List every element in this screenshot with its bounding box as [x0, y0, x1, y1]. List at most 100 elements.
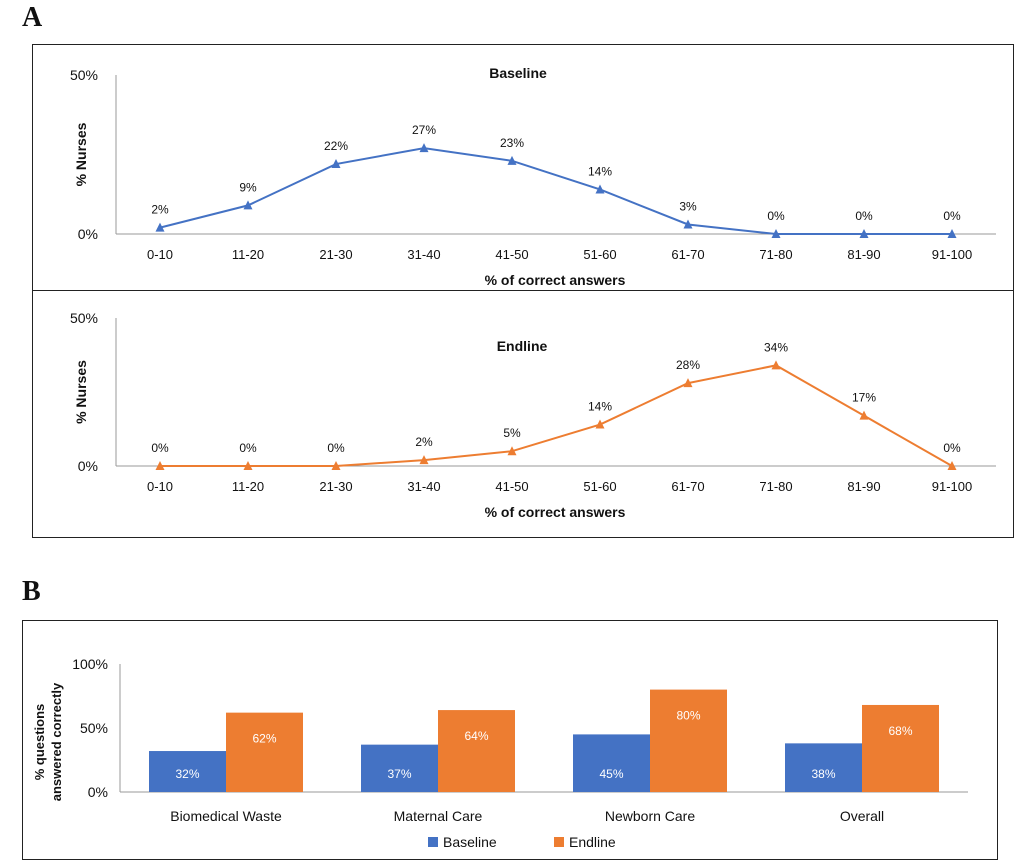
- bar-y-axis-label-line1: % questions: [32, 704, 47, 781]
- line2-ytick-label: 0%: [78, 458, 98, 474]
- line1-xtick-label: 21-30: [319, 247, 352, 262]
- bar-endline: [226, 712, 303, 792]
- line2-data-label: 14%: [588, 400, 612, 414]
- line2-y-axis-label: % Nurses: [73, 360, 89, 424]
- legend-swatch-endline: [554, 837, 564, 847]
- line2-ytick-label: 50%: [70, 310, 98, 326]
- legend-label-baseline: Baseline: [443, 834, 497, 850]
- bar-data-label: 62%: [252, 732, 276, 746]
- line1-data-label: 0%: [855, 209, 873, 223]
- legend-label-endline: Endline: [569, 834, 616, 850]
- line2-data-label: 5%: [503, 426, 521, 440]
- line1-y-axis-label: % Nurses: [73, 122, 89, 186]
- line1-xtick-label: 61-70: [671, 247, 704, 262]
- line2-series-line: [160, 364, 953, 467]
- line1-ytick-label: 50%: [70, 67, 98, 83]
- line1-data-label: 2%: [151, 203, 169, 217]
- line1-marker: [771, 229, 781, 238]
- line2-xtick-label: 31-40: [407, 479, 440, 494]
- line2-marker: [507, 446, 517, 456]
- line1-data-label: 27%: [412, 123, 436, 137]
- line1-marker: [155, 222, 165, 232]
- line2-marker: [243, 461, 253, 470]
- bar-data-label: 32%: [175, 767, 199, 781]
- line2-marker: [683, 378, 693, 388]
- line2-title: Endline: [497, 338, 548, 354]
- bar-baseline: [149, 751, 226, 792]
- line2-data-label: 34%: [764, 340, 788, 354]
- line1-data-label: 0%: [943, 209, 961, 223]
- bar-y-axis-label-line2: answered correctly: [49, 682, 64, 801]
- line1-ytick-label: 0%: [78, 226, 98, 242]
- bar-xtick-label: Overall: [840, 808, 884, 824]
- bar-endline: [650, 689, 727, 792]
- line1-xtick-label: 91-100: [932, 247, 972, 262]
- line2-data-label: 0%: [239, 441, 257, 455]
- line2-xtick-label: 71-80: [759, 479, 792, 494]
- line1-x-axis-label: % of correct answers: [485, 272, 626, 288]
- line1-marker: [947, 229, 957, 238]
- line1-title: Baseline: [489, 65, 547, 81]
- line1-xtick-label: 51-60: [583, 247, 616, 262]
- line2-data-label: 0%: [327, 441, 345, 455]
- line1-data-label: 23%: [500, 136, 524, 150]
- line1-xtick-label: 71-80: [759, 247, 792, 262]
- bar-data-label: 68%: [888, 724, 912, 738]
- line2-xtick-label: 11-20: [232, 479, 264, 494]
- line2-xtick-label: 0-10: [147, 479, 173, 494]
- line2-data-label: 0%: [943, 441, 961, 455]
- line1-marker: [419, 143, 429, 153]
- line1-data-label: 22%: [324, 139, 348, 153]
- line2-data-label: 2%: [415, 435, 433, 449]
- line1-marker: [331, 159, 341, 169]
- line2-xtick-label: 81-90: [847, 479, 880, 494]
- line1-data-label: 9%: [239, 180, 257, 194]
- line2-xtick-label: 51-60: [583, 479, 616, 494]
- line1-marker: [507, 155, 517, 165]
- chart-b-frame: [22, 620, 998, 860]
- bar-data-label: 64%: [464, 729, 488, 743]
- bar-ytick-label: 0%: [88, 784, 108, 800]
- line2-xtick-label: 91-100: [932, 479, 972, 494]
- bar-xtick-label: Biomedical Waste: [170, 808, 282, 824]
- line2-marker: [419, 455, 429, 465]
- line2-x-axis-label: % of correct answers: [485, 504, 626, 520]
- line2-marker: [155, 461, 165, 470]
- bar-ytick-label: 100%: [72, 656, 108, 672]
- line1-xtick-label: 11-20: [232, 247, 264, 262]
- line2-xtick-label: 21-30: [319, 479, 352, 494]
- line1-marker: [595, 184, 605, 194]
- line2-data-label: 17%: [852, 391, 876, 405]
- line2-marker: [771, 360, 781, 370]
- bar-baseline: [785, 743, 862, 792]
- chart-a-frame: [32, 44, 1014, 538]
- legend-swatch-baseline: [428, 837, 438, 847]
- bar-ytick-label: 50%: [80, 720, 108, 736]
- line1-marker: [683, 219, 693, 229]
- bar-data-label: 38%: [811, 767, 835, 781]
- bar-data-label: 37%: [387, 767, 411, 781]
- line1-data-label: 14%: [588, 164, 612, 178]
- bar-endline: [438, 710, 515, 792]
- line1-marker: [859, 229, 869, 238]
- line2-marker: [947, 461, 957, 470]
- line2-xtick-label: 41-50: [495, 479, 528, 494]
- bar-baseline: [361, 744, 438, 792]
- line1-xtick-label: 41-50: [495, 247, 528, 262]
- bar-baseline: [573, 734, 650, 792]
- chart-a-divider: [32, 290, 1014, 291]
- bar-xtick-label: Maternal Care: [394, 808, 483, 824]
- line2-marker: [595, 419, 605, 429]
- panel-a-label: A: [22, 2, 43, 33]
- line1-marker: [243, 200, 253, 210]
- line1-data-label: 3%: [679, 199, 697, 213]
- bar-data-label: 80%: [676, 709, 700, 723]
- bar-data-label: 45%: [599, 767, 623, 781]
- line2-data-label: 0%: [151, 441, 169, 455]
- line2-marker: [331, 461, 341, 470]
- line1-xtick-label: 81-90: [847, 247, 880, 262]
- line1-series-line: [159, 147, 952, 235]
- line2-data-label: 28%: [676, 358, 700, 372]
- line2-marker: [859, 410, 869, 420]
